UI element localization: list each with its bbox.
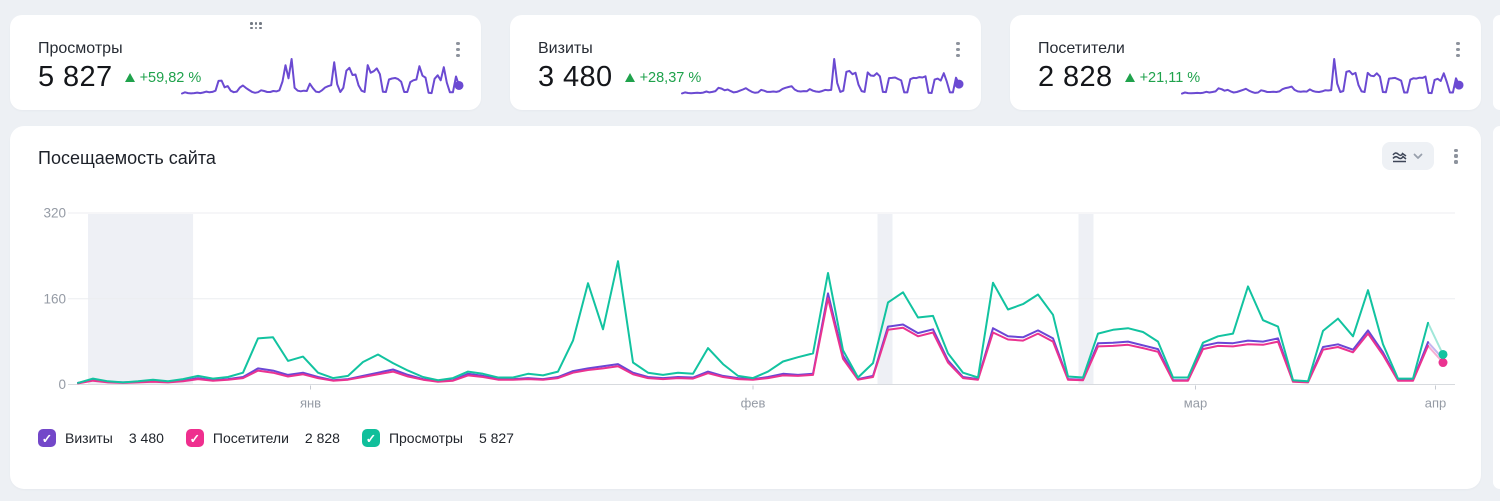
kebab-menu-icon[interactable] (1449, 40, 1467, 59)
trend-up-icon (624, 73, 635, 82)
legend-item-visits: ✓ Визиты 3 480 (38, 429, 164, 447)
adjacent-widget-sliver (1493, 126, 1500, 489)
visits-line (77, 292, 1429, 384)
legend-value: 2 828 (304, 430, 340, 446)
sparkline-visitors (1181, 58, 1464, 95)
metric-value: 5 827 (38, 61, 113, 93)
metric-delta: +21,11 % (1124, 70, 1200, 86)
kebab-menu-icon[interactable] (1447, 147, 1465, 166)
chart-title: Посещаемость сайта (38, 148, 216, 168)
legend-label[interactable]: Просмотры (388, 430, 463, 446)
x-axis-label: апр (1425, 396, 1447, 411)
views-end-dot (1438, 349, 1448, 359)
sparkline-end-dot (1454, 80, 1464, 90)
chart-legend: ✓ Визиты 3 480 ✓ Посетители 2 828 ✓ Прос… (38, 429, 514, 447)
metric-card-visits: Визиты 3 480 +28,37 % (510, 15, 981, 110)
sparkline-path (181, 58, 460, 95)
sparkline-visits (681, 58, 964, 95)
metric-delta: +28,37 % (624, 70, 701, 86)
traffic-chart-card: 0 160 320 янв фев мар апр Посещаемость сайта ✓… (10, 126, 1481, 489)
adjacent-widget-sliver (1493, 15, 1500, 110)
kebab-menu-icon[interactable] (949, 40, 967, 59)
x-axis-label: фев (741, 396, 766, 411)
trend-up-icon (124, 73, 135, 82)
metric-title: Просмотры (38, 40, 123, 57)
views-line-partial (1427, 321, 1444, 356)
legend-label[interactable]: Посетители (212, 430, 289, 446)
checkbox-visits[interactable]: ✓ (38, 429, 56, 447)
metric-value: 2 828 (1038, 61, 1113, 93)
traffic-chart-canvas[interactable]: 0 160 320 янв фев мар апр (10, 126, 1481, 489)
drag-handle-icon[interactable] (250, 22, 264, 31)
legend-value: 5 827 (478, 430, 514, 446)
visitors-line (77, 297, 1429, 385)
checkbox-visitors[interactable]: ✓ (185, 429, 204, 447)
metric-value: 3 480 (538, 61, 613, 93)
y-axis-label: 0 (58, 377, 66, 392)
checkbox-views[interactable]: ✓ (361, 429, 380, 447)
trend-up-icon (1124, 73, 1135, 82)
chevron-down-icon (1413, 153, 1423, 159)
sparkline-end-dot (954, 79, 964, 89)
x-axis-label: мар (1184, 396, 1207, 411)
metric-card-views: Просмотры 5 827 +59,82 % (10, 15, 481, 110)
x-axis-label: янв (300, 396, 321, 411)
visitors-end-dot (1438, 358, 1448, 368)
y-axis-label: 320 (43, 206, 66, 221)
area-chart-icon (1392, 151, 1407, 162)
metric-delta: +59,82 % (124, 70, 201, 86)
metric-title: Посетители (1038, 40, 1125, 57)
sparkline-end-dot (454, 80, 464, 90)
metric-card-visitors: Посетители 2 828 +21,11 % (1010, 15, 1481, 110)
legend-label[interactable]: Визиты (65, 430, 113, 446)
kebab-menu-icon[interactable] (449, 40, 467, 59)
metric-title: Визиты (538, 40, 593, 57)
legend-value: 3 480 (128, 430, 164, 446)
views-line (77, 260, 1429, 384)
sparkline-views (181, 58, 464, 95)
sparkline-path (681, 58, 960, 95)
sparkline-path (1181, 58, 1460, 95)
y-axis-label: 160 (43, 291, 66, 306)
legend-item-visitors: ✓ Посетители 2 828 (185, 429, 340, 447)
chart-type-selector[interactable] (1382, 142, 1434, 170)
legend-item-views: ✓ Просмотры 5 827 (361, 429, 514, 447)
